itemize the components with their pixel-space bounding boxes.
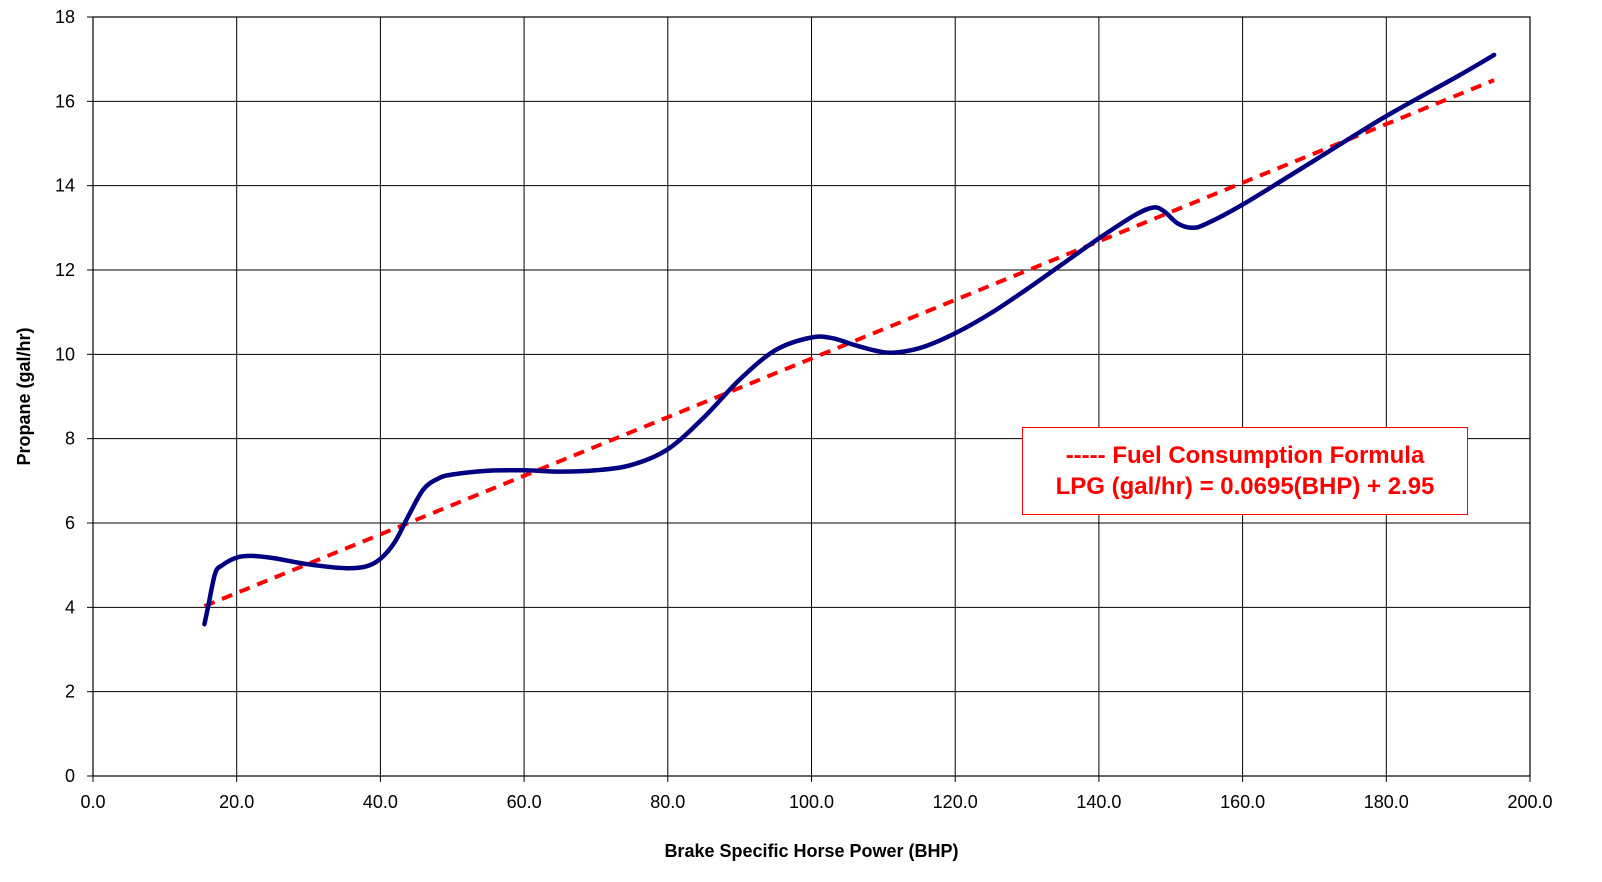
y-axis-title: Propane (gal/hr) (14, 327, 34, 465)
x-tick-label: 200.0 (1507, 792, 1552, 812)
x-tick-label: 180.0 (1364, 792, 1409, 812)
x-tick-label: 60.0 (507, 792, 542, 812)
y-tick-label: 18 (55, 7, 75, 27)
x-tick-label: 120.0 (933, 792, 978, 812)
x-axis-title: Brake Specific Horse Power (BHP) (664, 841, 958, 861)
y-tick-label: 14 (55, 176, 75, 196)
formula-annotation-box: ----- Fuel Consumption Formula LPG (gal/… (1022, 427, 1468, 515)
y-tick-label: 0 (65, 766, 75, 786)
x-tick-label: 0.0 (80, 792, 105, 812)
x-tick-label: 40.0 (363, 792, 398, 812)
x-tick-label: 100.0 (789, 792, 834, 812)
y-tick-label: 4 (65, 597, 75, 617)
x-tick-label: 20.0 (219, 792, 254, 812)
annotation-formula: LPG (gal/hr) = 0.0695(BHP) + 2.95 (1055, 473, 1435, 500)
x-axis: 0.0 20.0 40.0 60.0 80.0 100.0 120.0 140.0 160.0 1… (80, 776, 1553, 812)
y-tick-label: 6 (65, 513, 75, 533)
y-axis: 0 2 4 6 8 10 12 14 16 18 (55, 7, 93, 786)
trend-line-series (203, 78, 1495, 609)
x-tick-label: 140.0 (1076, 792, 1121, 812)
y-tick-label: 16 (55, 91, 75, 111)
x-tick-label: 160.0 (1220, 792, 1265, 812)
y-tick-label: 12 (55, 260, 75, 280)
propane-consumption-series (202, 52, 1497, 627)
y-tick-label: 2 (65, 682, 75, 702)
annotation-title: ----- Fuel Consumption Formula (1065, 441, 1425, 469)
y-tick-label: 10 (55, 344, 75, 364)
grid (93, 17, 1530, 776)
x-tick-label: 80.0 (650, 792, 685, 812)
y-tick-label: 8 (65, 429, 75, 449)
